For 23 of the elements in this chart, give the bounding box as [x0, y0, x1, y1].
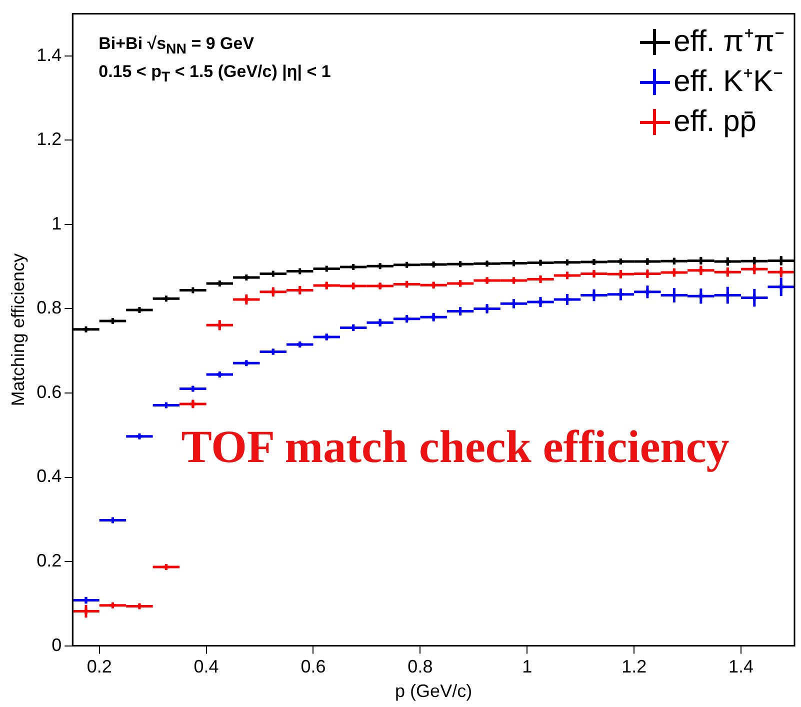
legend-label: eff. pp̄	[674, 104, 756, 140]
x-tick-label: 1	[522, 656, 532, 677]
y-tick-label: 0.6	[36, 382, 62, 402]
annotation: 0.15 < p$_{T}$ < 1.5 (GeV/c) |η| < 1	[98, 62, 331, 86]
legend-label: eff. π⁺π⁻	[674, 24, 784, 60]
y-tick-label: 0	[52, 634, 62, 655]
y-tick-label: 0.8	[36, 298, 62, 318]
y-tick-label: 1.2	[36, 129, 62, 150]
annotation: TOF match check efficiency	[181, 420, 730, 473]
x-tick-label: 0.8	[408, 656, 433, 677]
x-tick-label: 1.4	[728, 656, 754, 677]
x-tick-label: 0.2	[86, 656, 112, 677]
annotation: Bi+Bi √s$_{NN}$ = 9 GeV	[98, 34, 254, 58]
legend-label: eff. K⁺K⁻	[674, 64, 784, 100]
x-tick-label: 0.4	[194, 656, 219, 677]
y-tick-label: 1.4	[36, 44, 62, 65]
x-tick-label: 1.2	[622, 656, 647, 677]
y-tick-label: 1	[52, 213, 62, 234]
x-tick-label: 0.6	[300, 656, 326, 677]
y-axis-title: Matching efficiency	[8, 253, 28, 406]
y-tick-label: 0.4	[36, 466, 62, 486]
x-axis-title: p (GeV/c)	[395, 681, 472, 702]
y-tick-label: 0.2	[36, 550, 62, 570]
